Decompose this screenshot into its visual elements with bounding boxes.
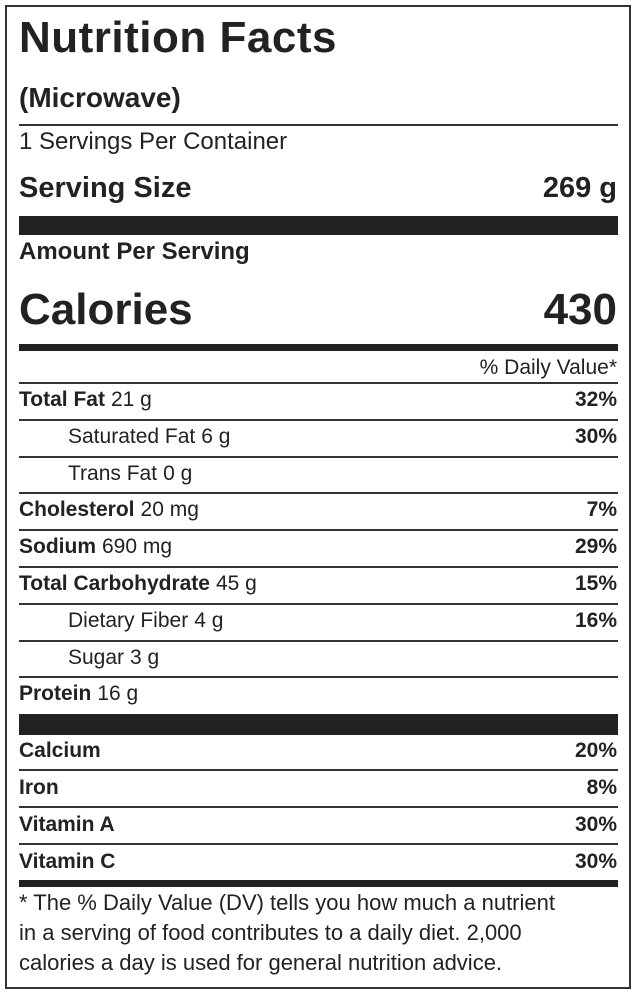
vitamin-name: Iron [19,776,59,799]
calories-label: Calories [19,285,193,334]
nutrient-amount: 6 g [201,424,231,448]
footnote-line: * The % Daily Value (DV) tells you how m… [19,890,555,915]
thick-bar [19,714,618,735]
amount-heading: Amount Per Serving [19,238,250,265]
nutrient-name: Total Carbohydrate [19,572,210,595]
medium-bar [19,880,618,887]
dv-heading: % Daily Value* [479,356,617,379]
nutrient-dv: 32% [574,388,617,411]
divider [19,382,618,384]
vitamin-dv: 20% [574,739,617,762]
servings: 1 Servings Per Container [19,128,288,155]
serving-size: 269 g [542,172,617,204]
nutrient-name: Trans Fat [68,461,158,485]
nutrient-dv: 30% [574,424,617,448]
nutrient-name: Total Fat [19,388,105,411]
vitamin-dv: 30% [574,850,617,873]
nutrient-amount: 4 g [194,608,224,632]
nutrient-name: Dietary Fiber [68,608,189,632]
nutrient-amount: 0 g [163,461,193,485]
nutrient-name: Saturated Fat [68,424,196,448]
nutrient-name: Cholesterol [19,498,135,522]
nutrient-dv: 15% [574,572,617,595]
calories-value: 430 [543,285,617,334]
nutrient-dv: 16% [574,608,617,632]
divider [19,124,618,126]
serving-size-label: Serving Size [19,172,192,204]
frame [5,5,631,989]
nutrient-name: Sugar [68,645,125,669]
nutrient-amount: 45 g [215,572,257,595]
medium-bar [19,344,618,351]
nutrient-amount: 21 g [110,388,152,411]
divider [19,602,618,605]
vitamin-dv: 8% [586,776,617,799]
divider [19,806,618,808]
nutrient-dv: 7% [586,498,617,522]
subtitle: (Microwave) [19,82,181,113]
nutrient-dv: 29% [574,535,617,559]
footnote-line: calories a day is used for general nutri… [19,950,503,975]
title: Nutrition Facts [19,13,337,62]
footnote-line: in a serving of food contributes to a da… [19,920,522,945]
divider [19,843,618,845]
vitamin-name: Vitamin A [19,813,115,836]
nutrient-amount: 3 g [130,645,160,669]
divider [19,418,618,421]
vitamin-dv: 30% [574,813,617,836]
divider [19,676,618,679]
divider [19,769,618,771]
divider [19,639,618,642]
divider [19,455,618,458]
nutrient-name: Protein [19,682,92,706]
nutrient-amount: 690 mg [102,535,173,559]
nutrient-name: Sodium [19,535,96,559]
divider [19,492,618,495]
vitamin-name: Calcium [19,739,101,762]
nutrient-amount: 16 g [97,682,139,706]
nutrient-amount: 20 mg [140,498,199,522]
divider [19,529,618,532]
vitamin-name: Vitamin C [19,850,116,873]
divider [19,566,618,568]
thick-bar [19,216,618,235]
